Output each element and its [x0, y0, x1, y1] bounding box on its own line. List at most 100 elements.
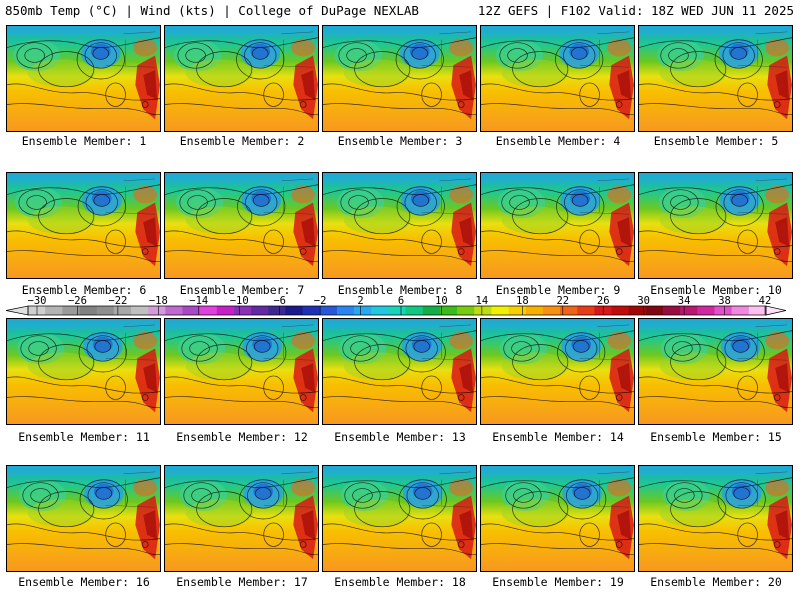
colorbar-segment	[731, 306, 750, 315]
colorbar-segment	[748, 306, 767, 315]
ensemble-member-panel	[638, 318, 793, 425]
panel-map	[481, 173, 634, 278]
colorbar-segment	[439, 306, 458, 315]
ensemble-member-label: Ensemble Member: 12	[176, 430, 308, 444]
colorbar-segment	[302, 306, 321, 315]
colorbar-segment	[148, 306, 166, 315]
colorbar-segment	[319, 306, 338, 315]
colorbar-segment	[130, 306, 149, 315]
ensemble-member-label: Ensemble Member: 4	[495, 134, 621, 148]
ensemble-member-panel	[480, 318, 635, 425]
colorbar-segment	[113, 306, 132, 315]
panel-map	[323, 26, 476, 131]
ensemble-member-label: Ensemble Member: 2	[179, 134, 305, 148]
colorbar-outline	[27, 305, 767, 316]
ensemble-member-panel	[480, 25, 635, 132]
colorbar-segment	[680, 306, 698, 315]
ensemble-member-label: Ensemble Member: 3	[337, 134, 463, 148]
panel-map	[165, 319, 318, 424]
panel-map	[639, 173, 792, 278]
colorbar-tick-label: −10	[230, 296, 249, 307]
colorbar-tick-label: 34	[678, 296, 691, 307]
ensemble-member-panel	[164, 318, 319, 425]
colorbar-segment	[560, 306, 578, 315]
ensemble-member-label: Ensemble Member: 7	[179, 283, 305, 297]
panel-map	[7, 319, 160, 424]
ensemble-member-label: Ensemble Member: 1	[21, 134, 147, 148]
colorbar-segment	[79, 306, 98, 315]
ensemble-member-panel	[480, 172, 635, 279]
colorbar-segment	[96, 306, 115, 315]
ensemble-member-panel	[322, 318, 477, 425]
colorbar-segment	[577, 306, 595, 315]
colorbar-segment	[405, 306, 424, 315]
colorbar-segment	[165, 306, 183, 315]
ensemble-member-panel	[164, 465, 319, 572]
ensemble-member-label: Ensemble Member: 15	[650, 430, 782, 444]
colorbar-tick-label: 22	[556, 296, 569, 307]
colorbar-tick-label: −30	[28, 296, 47, 307]
ensemble-member-panel	[6, 25, 161, 132]
panel-map	[323, 466, 476, 571]
colorbar-segment	[354, 306, 372, 315]
colorbar-tick-label: 42	[759, 296, 772, 307]
ensemble-member-panel	[322, 172, 477, 279]
ensemble-member-panel	[638, 465, 793, 572]
ensemble-member-label: Ensemble Member: 13	[334, 430, 466, 444]
colorbar-right-arrow	[765, 305, 787, 316]
colorbar-segment	[388, 306, 406, 315]
colorbar-tick-label: 10	[435, 296, 448, 307]
panel-map	[165, 173, 318, 278]
colorbar-segment	[62, 306, 80, 315]
colorbar-segment	[336, 306, 355, 315]
ensemble-member-panel	[638, 172, 793, 279]
colorbar-segment	[182, 306, 201, 315]
ensemble-member-label: Ensemble Member: 20	[650, 575, 782, 589]
model-valid-time: 12Z GEFS | F102 Valid: 18Z WED JUN 11 20…	[477, 3, 794, 18]
colorbar-segment	[233, 306, 252, 315]
colorbar-segment	[251, 306, 269, 315]
ensemble-member-panel	[638, 25, 793, 132]
colorbar-segment	[268, 306, 286, 315]
colorbar-segment	[199, 306, 218, 315]
ensemble-member-label: Ensemble Member: 8	[337, 283, 463, 297]
colorbar-tick-label: 6	[398, 296, 404, 307]
colorbar-segment	[525, 306, 544, 315]
panel-map	[481, 466, 634, 571]
ensemble-member-panel	[164, 25, 319, 132]
ensemble-member-label: Ensemble Member: 5	[653, 134, 779, 148]
colorbar-segment	[611, 306, 630, 315]
colorbar-graphic: −30 −26 −22 −18 −14 −10 −6 −2 2 6 10 14 18 22 26 30 34 38…	[5, 296, 787, 316]
colorbar-tick-label: 14	[476, 296, 489, 307]
panel-map	[639, 319, 792, 424]
colorbar-segment	[542, 306, 561, 315]
colorbar-tick-label: −14	[189, 296, 208, 307]
colorbar-segment	[45, 306, 63, 315]
colorbar-left-arrow	[5, 305, 29, 316]
panel-map	[7, 26, 160, 131]
ensemble-member-label: Ensemble Member: 10	[650, 283, 782, 297]
colorbar-segment	[457, 306, 475, 315]
colorbar-segment	[663, 306, 681, 315]
ensemble-member-panel	[164, 172, 319, 279]
ensemble-member-panel	[6, 172, 161, 279]
ensemble-member-label: Ensemble Member: 17	[176, 575, 308, 589]
colorbar-tick-label: −6	[273, 296, 286, 307]
colorbar-tick-label: 38	[718, 296, 731, 307]
colorbar-tick-label: 26	[597, 296, 610, 307]
ensemble-member-label: Ensemble Member: 6	[21, 283, 147, 297]
colorbar-segment	[285, 306, 304, 315]
ensemble-member-label: Ensemble Member: 14	[492, 430, 624, 444]
colorbar-tick-label: 18	[516, 296, 529, 307]
ensemble-member-label: Ensemble Member: 11	[18, 430, 150, 444]
ensemble-member-panel	[6, 318, 161, 425]
panel-map	[7, 466, 160, 571]
colorbar-segment	[628, 306, 647, 315]
colorbar-tick-label: 2	[357, 296, 363, 307]
map-title: 850mb Temp (°C) | Wind (kts) | College o…	[5, 3, 419, 18]
ensemble-member-label: Ensemble Member: 18	[334, 575, 466, 589]
ensemble-member-panel	[480, 465, 635, 572]
panel-map	[639, 466, 792, 571]
colorbar-segment	[216, 306, 235, 315]
colorbar-segment	[508, 306, 527, 315]
